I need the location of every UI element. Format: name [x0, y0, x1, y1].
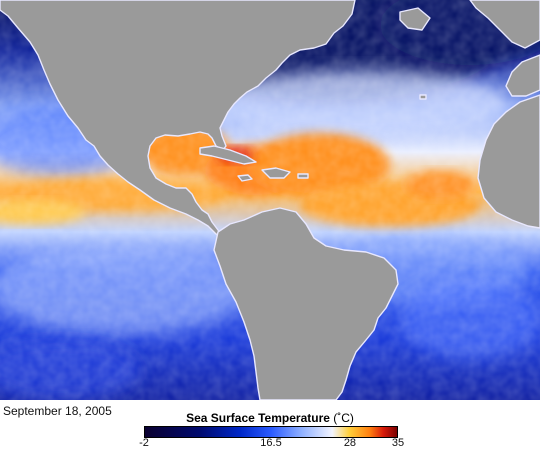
- temperature-colorbar: [144, 426, 398, 438]
- africa-landmass: [477, 94, 540, 229]
- sst-map: [0, 0, 540, 400]
- legend-title: Sea Surface Temperature (˚C): [140, 411, 400, 425]
- colorbar-tick-label: 35: [391, 437, 405, 449]
- greenland-landmass: [469, 0, 540, 49]
- land-masses: [0, 0, 540, 400]
- north-america-landmass: [0, 0, 356, 237]
- cuba-island: [199, 145, 257, 165]
- azores-islands: [419, 94, 427, 100]
- south-america-landmass: [213, 207, 399, 400]
- europe-landmass: [505, 54, 540, 97]
- legend-unit: (˚C): [333, 411, 354, 425]
- legend-title-text: Sea Surface Temperature: [186, 411, 330, 425]
- colorbar-tick-label: -2: [139, 437, 149, 449]
- hispaniola-island: [261, 167, 291, 179]
- image-date: September 18, 2005: [3, 404, 112, 418]
- colorbar-tick-label: 16.5: [260, 437, 282, 449]
- newfoundland-island: [399, 7, 431, 31]
- colorbar-tick-label: 28: [343, 437, 357, 449]
- puerto-rico-island: [297, 173, 309, 179]
- jamaica-island: [237, 174, 253, 182]
